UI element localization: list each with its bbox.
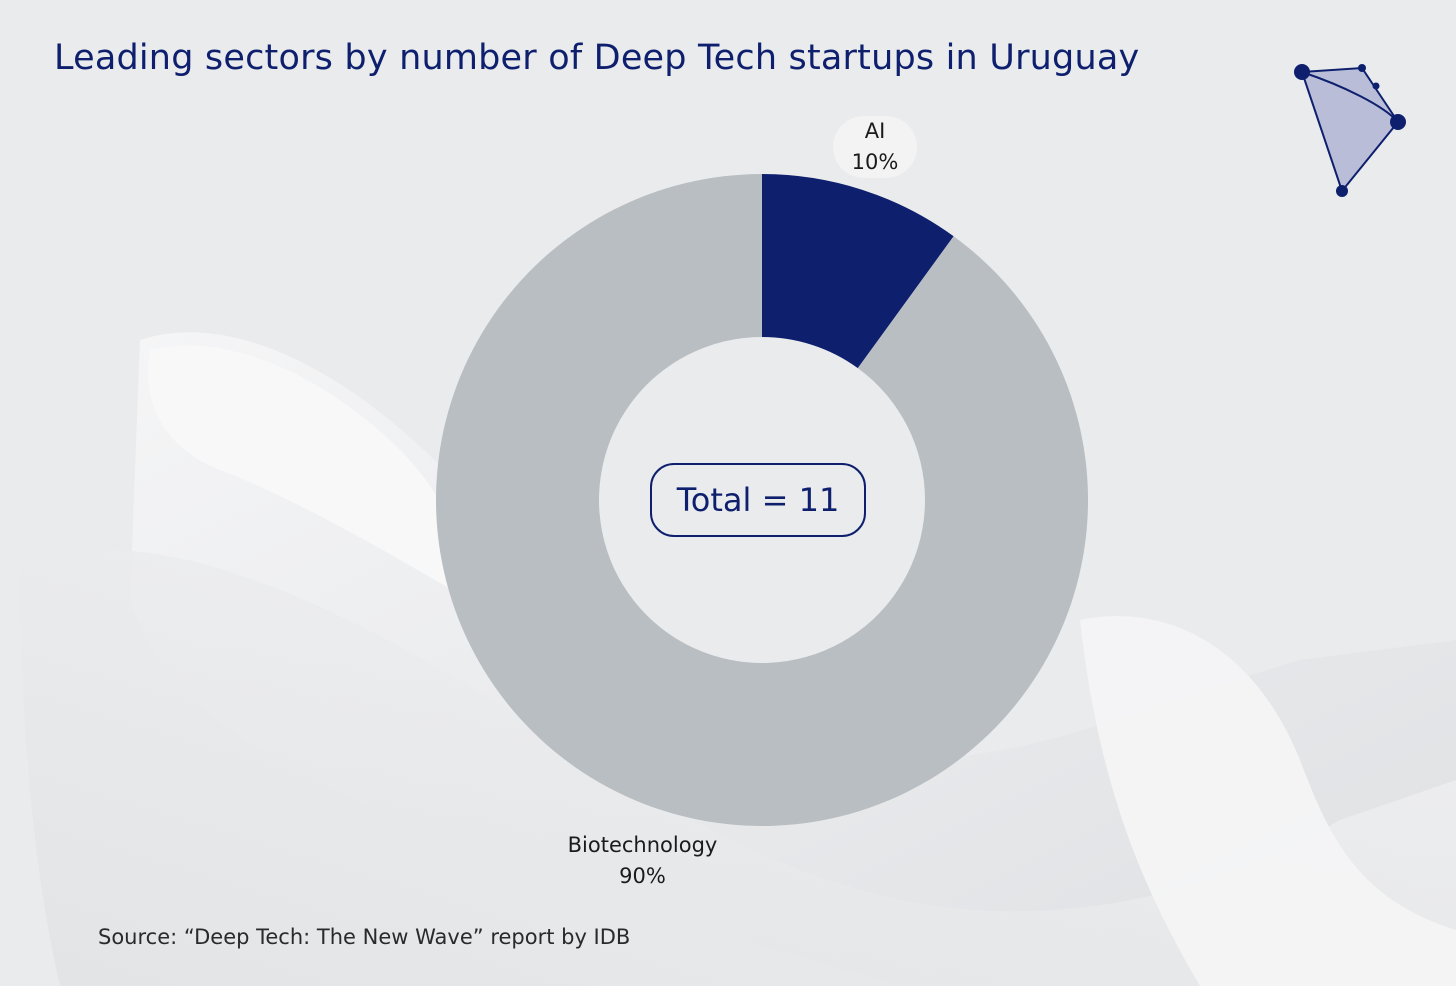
donut-slice-biotechnology (436, 174, 1088, 827)
total-badge: Total = 11 (650, 463, 866, 537)
ai-category-label: AI (864, 119, 886, 143)
biotechnology-slice-label: Biotechnology 90% (540, 830, 745, 892)
ai-value-label: 10% (851, 150, 899, 174)
chart-title: Leading sectors by number of Deep Tech s… (54, 38, 1140, 78)
constellation-logo-icon (1294, 64, 1406, 197)
source-note: Source: “Deep Tech: The New Wave” report… (98, 925, 631, 949)
biotechnology-category-label: Biotechnology (567, 833, 718, 857)
ai-slice-label: AI 10% (833, 116, 917, 178)
biotechnology-value-label: 90% (619, 864, 666, 888)
donut-slice-ai (762, 174, 954, 369)
